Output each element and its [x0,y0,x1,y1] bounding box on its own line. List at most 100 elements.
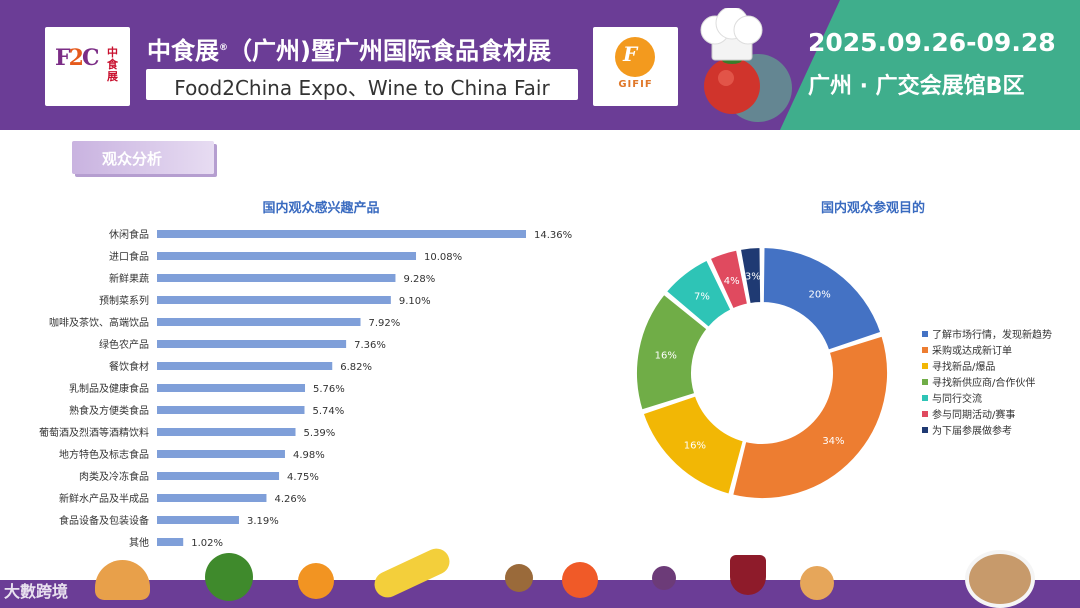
wine-glass-icon [730,555,766,595]
bar-category-label: 绿色农产品 [99,338,149,351]
donut-slice-label: 7% [694,292,710,303]
legend-swatch [922,331,928,337]
coffee-cup-icon [965,550,1035,608]
bar-category-label: 新鲜果蔬 [109,272,149,285]
walnut-icon [505,564,533,592]
expo-venue: 广州 · 广交会展馆B区 [808,74,1025,99]
bar-category-label: 餐饮食材 [109,360,149,373]
section-tag: 观众分析 [72,141,214,174]
orange-slice-icon [562,562,598,598]
legend-swatch [922,347,928,353]
legend-swatch [922,427,928,433]
legend-swatch [922,411,928,417]
expo-title-cn: 中食展®（广州)暨广州国际食品食材展 [147,37,551,65]
bar-category-label: 咖啡及茶饮、高端饮品 [49,316,149,329]
bar [157,318,361,326]
donut-slice [635,292,709,412]
bar-value-label: 9.10% [399,296,431,307]
bar-value-label: 4.26% [274,494,306,505]
donut-slice [738,245,763,306]
interest-bar-chart: 国内观众感兴趣产品 休闲食品 14.36% 进口食品 10.08% 新鲜果蔬 9.28% 预… [39,200,572,549]
bar-value-label: 7.92% [369,318,401,329]
legend-label: 寻找新供应商/合作伙伴 [932,376,1035,389]
legend-label: 参与同期活动/赛事 [932,408,1015,421]
bar [157,230,526,238]
bar-value-label: 7.36% [354,340,386,351]
gifif-logo: F GIFIF [593,27,678,106]
donut-slice [708,248,750,311]
grapes-icon [652,566,676,590]
donut-slice-label: 20% [808,290,830,301]
bar [157,450,285,458]
bar-value-label: 4.98% [293,450,325,461]
legend-label: 与同行交流 [932,392,982,405]
expo-title-en-box: Food2China Expo、Wine to China Fair [146,69,578,100]
donut-slice [664,258,733,330]
bar [157,516,239,524]
bar-category-label: 新鲜水产品及半成品 [59,492,149,505]
legend-swatch [922,379,928,385]
bar [157,252,417,260]
bar-category-label: 预制菜系列 [99,294,149,307]
donut-slice-label: 34% [822,436,844,447]
bar [157,472,280,480]
donut-slice-label: 16% [684,440,706,451]
donut-slice [730,334,889,500]
bar-value-label: 9.28% [403,274,435,285]
bar [157,296,391,304]
orange-icon [298,563,334,599]
bar-value-label: 5.74% [312,406,344,417]
section-label: 观众分析 [101,150,162,168]
bar [157,406,305,414]
legend-swatch [922,363,928,369]
expo-title-en: Food2China Expo、Wine to China Fair [174,76,550,100]
bar-value-label: 5.76% [313,384,345,395]
bar [157,494,267,502]
bar [157,340,347,348]
legend-label: 采购或达成新订单 [932,344,1012,357]
watermark: 大數跨境 [4,582,69,601]
bar-category-label: 其他 [129,536,149,549]
bar-value-label: 6.82% [340,362,372,373]
bar-category-label: 葡萄酒及烈酒等酒精饮料 [39,426,149,439]
bar-value-label: 4.75% [287,472,319,483]
bar-category-label: 乳制品及健康食品 [69,382,149,395]
bar-value-label: 14.36% [534,230,572,241]
bar [157,384,306,392]
bar [157,362,333,370]
bar-value-label: 1.02% [191,538,223,549]
legend-label: 为下届参展做参考 [932,424,1012,437]
header-green-panel [780,0,1080,130]
croissant-icon [95,560,150,600]
bar-chart-title: 国内观众感兴趣产品 [262,200,379,216]
donut-slice [761,245,883,352]
muffin-icon [800,566,834,600]
broccoli-icon [205,553,253,601]
donut-slice-label: 3% [745,271,761,282]
bar-category-label: 食品设备及包装设备 [59,514,149,527]
purpose-donut-chart: 国内观众参观目的 20% 34% 16% 16% 7% 4% 3% 了解市场行情，发现新趋势… [635,200,1052,500]
legend-swatch [922,395,928,401]
bar-category-label: 休闲食品 [109,228,149,241]
legend-label: 了解市场行情，发现新趋势 [932,328,1052,341]
bar-category-label: 地方特色及标志食品 [59,448,149,461]
gifif-logo-text: GIFIF [618,79,653,90]
expo-date: 2025.09.26-09.28 [808,28,1056,57]
donut-slice-label: 16% [655,351,677,362]
footer-band [0,580,1080,608]
bar [157,428,296,436]
bar-value-label: 5.39% [304,428,336,439]
bar-value-label: 3.19% [247,516,279,527]
bar-category-label: 肉类及冷冻食品 [79,470,149,483]
donut-slice [641,394,746,496]
bar [157,538,184,546]
bar-value-label: 10.08% [424,252,462,263]
bar-category-label: 熟食及方便类食品 [69,404,149,417]
donut-chart-title: 国内观众参观目的 [821,200,925,216]
bar-category-label: 进口食品 [109,250,149,263]
legend-label: 寻找新品/爆品 [932,360,995,373]
chef-hat-tomato-icon [700,8,792,122]
bar [157,274,396,282]
header-banner: F2C 中食展 中食展®（广州)暨广州国际食品食材展 Food2China Ex… [0,0,1080,130]
